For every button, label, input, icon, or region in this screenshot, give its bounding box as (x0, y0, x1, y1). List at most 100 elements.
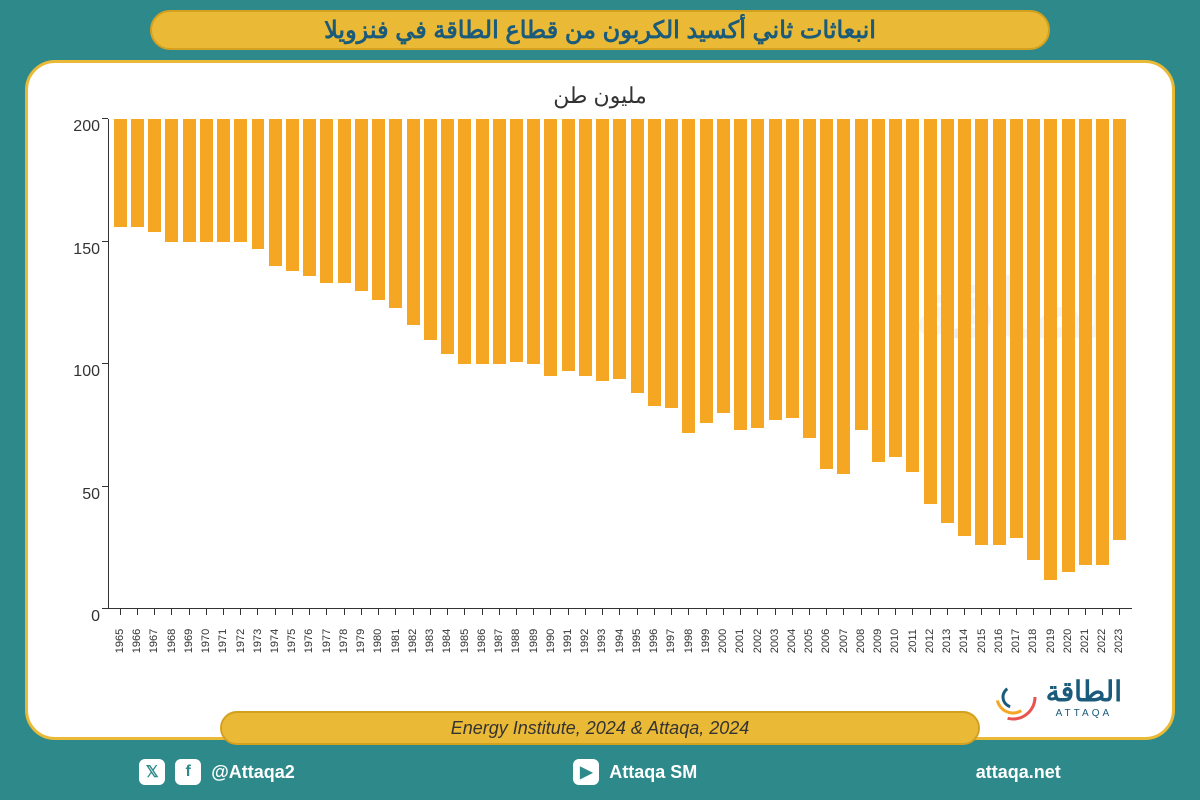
bar-slot: 1990 (543, 119, 559, 609)
bar (993, 119, 1006, 545)
bar-slot: 2005 (801, 119, 817, 609)
x-tick-mark (378, 609, 379, 615)
bar-slot: 1999 (698, 119, 714, 609)
x-tick-label: 2018 (1028, 629, 1040, 653)
logo-icon (988, 672, 1038, 722)
x-tick-label: 1984 (442, 629, 454, 653)
x-tick-label: 2019 (1045, 629, 1057, 653)
x-tick-mark (654, 609, 655, 615)
x-tick-label: 1976 (304, 629, 316, 653)
x-tick-label: 2013 (941, 629, 953, 653)
bar-slot: 1978 (336, 119, 352, 609)
bar-slot: 1997 (664, 119, 680, 609)
bar (579, 119, 592, 376)
bar (596, 119, 609, 381)
bar (217, 119, 230, 242)
bar (700, 119, 713, 423)
bar-slot: 2008 (853, 119, 869, 609)
bar (493, 119, 506, 364)
x-tick-label: 1981 (390, 629, 402, 653)
social-website: attaqa.net (976, 762, 1061, 783)
bar-slot: 1974 (267, 119, 283, 609)
x-tick-label: 1966 (131, 629, 143, 653)
youtube-icon: ▶ (573, 759, 599, 785)
bar-slot: 2022 (1094, 119, 1110, 609)
x-tick-label: 2014 (959, 629, 971, 653)
x-tick-label: 2005 (803, 629, 815, 653)
bar (114, 119, 127, 227)
bar (424, 119, 437, 340)
x-tick-label: 1973 (252, 629, 264, 653)
bar-slot: 2014 (956, 119, 972, 609)
bar (717, 119, 730, 413)
x-tick-label: 2010 (890, 629, 902, 653)
x-tick-mark (723, 609, 724, 615)
x-tick-mark (189, 609, 190, 615)
source-text: Energy Institute, 2024 & Attaqa, 2024 (451, 718, 750, 739)
chart-panel: الطاقة مليون طن 050100150200 19651966196… (25, 60, 1175, 740)
x-tick-mark (344, 609, 345, 615)
x-tick-mark (413, 609, 414, 615)
bar (648, 119, 661, 406)
bar-slot: 2019 (1043, 119, 1059, 609)
bar (338, 119, 351, 283)
bar (769, 119, 782, 420)
bar (665, 119, 678, 408)
bar-slot: 2004 (784, 119, 800, 609)
x-tick-mark (430, 609, 431, 615)
bar-slot: 1994 (612, 119, 628, 609)
bar-slot: 1982 (405, 119, 421, 609)
bar (1062, 119, 1075, 572)
bar-slot: 2011 (905, 119, 921, 609)
y-tick-label: 100 (73, 363, 100, 381)
bar (975, 119, 988, 545)
bar-slot: 1972 (233, 119, 249, 609)
logo-text-english: ATTAQA (1046, 708, 1122, 719)
x-tick-label: 1977 (321, 629, 333, 653)
bar-slot: 2015 (974, 119, 990, 609)
bar (303, 119, 316, 276)
x-tick-mark (464, 609, 465, 615)
bar (510, 119, 523, 362)
x-tick-label: 1987 (493, 629, 505, 653)
x-tick-mark (740, 609, 741, 615)
bar-slot: 1979 (353, 119, 369, 609)
x-tick-mark (826, 609, 827, 615)
y-tick-label: 50 (82, 486, 100, 504)
x-tick-mark (775, 609, 776, 615)
bar (407, 119, 420, 325)
logo-text-block: الطاقة ATTAQA (1046, 675, 1122, 719)
y-axis: 050100150200 (58, 119, 108, 609)
bar (855, 119, 868, 430)
bar (906, 119, 919, 472)
bar-slot: 1998 (681, 119, 697, 609)
x-tick-label: 1969 (183, 629, 195, 653)
x-tick-label: 2006 (821, 629, 833, 653)
x-tick-mark (602, 609, 603, 615)
x-tick-label: 1965 (114, 629, 126, 653)
x-tick-label: 1975 (286, 629, 298, 653)
x-tick-label: 1983 (424, 629, 436, 653)
x-tick-label: 1998 (683, 629, 695, 653)
x-tick-mark (1068, 609, 1069, 615)
bar (527, 119, 540, 364)
bar-slot: 2013 (939, 119, 955, 609)
x-tick-mark (326, 609, 327, 615)
x-tick-label: 1970 (200, 629, 212, 653)
x-tick-label: 1996 (648, 629, 660, 653)
bar (544, 119, 557, 376)
bar-slot: 1991 (560, 119, 576, 609)
logo: الطاقة ATTAQA (988, 672, 1122, 722)
bar (183, 119, 196, 242)
x-tick-label: 1994 (614, 629, 626, 653)
bar-slot: 1992 (577, 119, 593, 609)
bar-slot: 1965 (112, 119, 128, 609)
x-tick-label: 2002 (752, 629, 764, 653)
x-tick-mark (981, 609, 982, 615)
bar-slot: 1981 (388, 119, 404, 609)
bar-slot: 1986 (474, 119, 490, 609)
bar (148, 119, 161, 232)
x-tick-mark (671, 609, 672, 615)
bar-slot: 1969 (181, 119, 197, 609)
x-tick-label: 2000 (717, 629, 729, 653)
